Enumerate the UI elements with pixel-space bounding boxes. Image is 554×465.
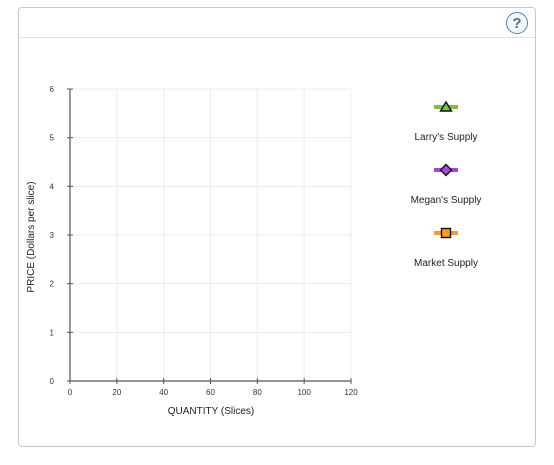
y-tick-label-5: 5: [50, 134, 55, 143]
x-tick-label-40: 40: [159, 388, 168, 397]
help-button[interactable]: ?: [506, 12, 528, 34]
x-tick-label-100: 100: [297, 388, 311, 397]
x-tick-label-80: 80: [253, 388, 262, 397]
legend-markers: [434, 100, 458, 239]
graph-panel: ?: [18, 7, 536, 447]
legend-square-icon: [440, 227, 452, 239]
legend-diamond-icon: [439, 163, 453, 177]
x-tick-label-0: 0: [68, 388, 73, 397]
x-tick-label-120: 120: [344, 388, 358, 397]
toolbar-divider: [19, 37, 535, 38]
y-tick-label-3: 3: [50, 231, 55, 240]
legend-label-megan-s-supply: Megan's Supply: [410, 195, 482, 206]
y-tick-label-4: 4: [50, 182, 55, 191]
legend-triangle-icon: [439, 100, 453, 112]
x-tick-label-60: 60: [206, 388, 215, 397]
legend-tool-market-supply[interactable]: [434, 227, 458, 239]
legend-tool-larry-s-supply[interactable]: [434, 100, 458, 112]
chart-ticks: 0 20 40 60 80 100 120 0 1 2 3 4 5 6: [50, 85, 359, 397]
legend-label-market-supply: Market Supply: [414, 258, 478, 269]
chart-grid: [70, 88, 352, 381]
legend-tool-megan-s-supply[interactable]: [434, 163, 458, 177]
y-tick-label-2: 2: [50, 280, 55, 289]
x-tick-label-20: 20: [112, 388, 121, 397]
y-tick-label-6: 6: [50, 85, 55, 94]
legend-label-larry-s-supply: Larry's Supply: [414, 132, 478, 143]
y-tick-label-0: 0: [50, 377, 55, 386]
y-tick-label-1: 1: [50, 328, 55, 337]
y-axis-label: PRICE (Dollars per slice): [26, 181, 37, 292]
x-axis-label: QUANTITY (Slices): [168, 406, 255, 417]
